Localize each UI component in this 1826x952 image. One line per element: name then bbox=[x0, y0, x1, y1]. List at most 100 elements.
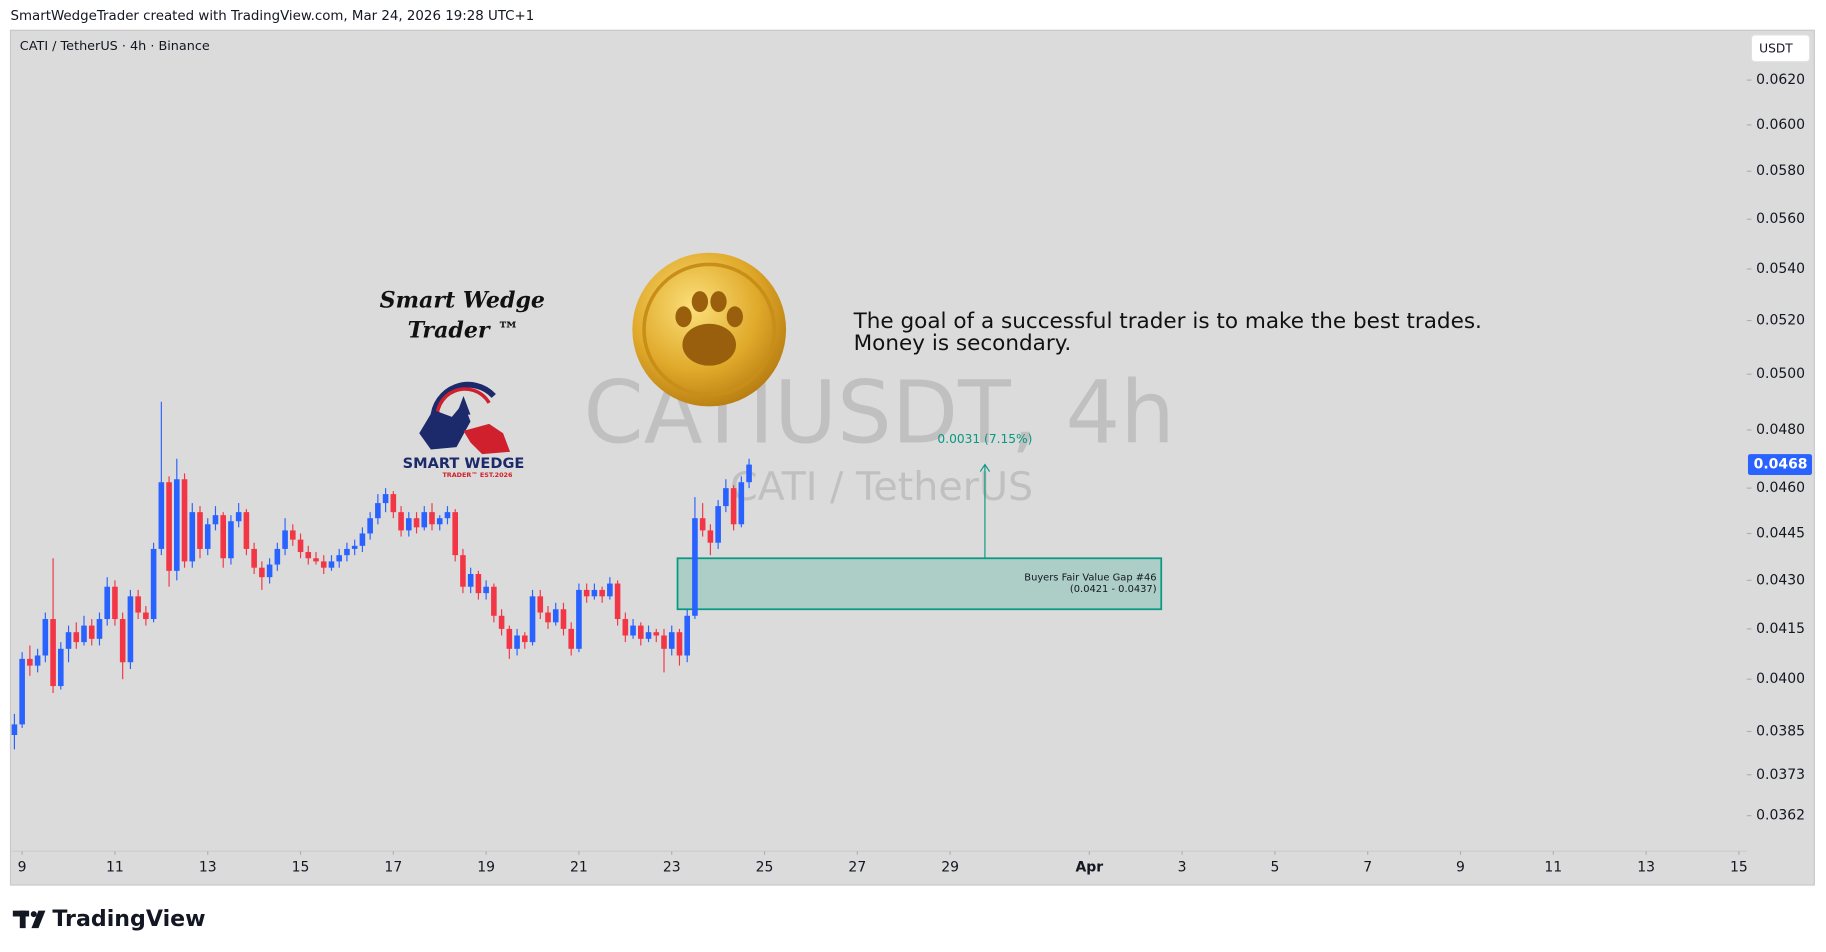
candle-body bbox=[375, 503, 381, 519]
candle-body bbox=[328, 561, 335, 568]
candle-body bbox=[42, 619, 49, 656]
candle-body bbox=[537, 596, 544, 613]
candle-body bbox=[119, 619, 126, 663]
candle-body bbox=[181, 479, 188, 562]
logo-script: Trader ™ bbox=[408, 318, 520, 344]
candle-body bbox=[583, 589, 590, 597]
candle-body bbox=[692, 518, 698, 616]
x-tick-label: 29 bbox=[941, 860, 959, 876]
candle-body bbox=[684, 615, 690, 656]
candle-body bbox=[344, 548, 350, 556]
candle-body bbox=[65, 632, 72, 649]
candle-body bbox=[506, 628, 513, 649]
tradingview-icon bbox=[12, 910, 46, 929]
y-tick-label: 0.0520 bbox=[1756, 313, 1805, 329]
candle-body bbox=[34, 655, 41, 666]
quote-line: Money is secondary. bbox=[854, 331, 1072, 356]
candle-body bbox=[158, 482, 165, 549]
candle-body bbox=[251, 548, 257, 568]
candle-body bbox=[266, 564, 273, 578]
candle-body bbox=[282, 530, 288, 549]
candle-body bbox=[421, 512, 428, 528]
header: SmartWedgeTrader created with TradingVie… bbox=[10, 9, 534, 24]
x-tick-label: 3 bbox=[1178, 860, 1187, 876]
candle-body bbox=[514, 635, 520, 649]
candle-body bbox=[81, 625, 87, 643]
candle-body bbox=[143, 612, 149, 620]
candle-body bbox=[460, 555, 466, 587]
candle-body bbox=[491, 586, 497, 616]
candle-body bbox=[398, 512, 404, 531]
fair-value-gap bbox=[676, 557, 1163, 611]
candle-body bbox=[436, 518, 443, 525]
candle-body bbox=[235, 512, 242, 522]
candle-body bbox=[274, 548, 281, 565]
y-tick-label: 0.0540 bbox=[1756, 261, 1805, 277]
y-tick-label: 0.0460 bbox=[1756, 480, 1805, 496]
x-tick-label: 23 bbox=[663, 860, 681, 876]
logo-brand: SMART WEDGE bbox=[403, 455, 525, 472]
candle-body bbox=[413, 518, 420, 528]
candle-body bbox=[730, 488, 737, 525]
candle-body bbox=[127, 596, 134, 663]
x-tick-label: 13 bbox=[199, 860, 217, 876]
candle-body bbox=[290, 530, 296, 540]
candle-body bbox=[166, 482, 172, 571]
candle-body bbox=[444, 512, 451, 519]
logo-emblem bbox=[419, 381, 511, 455]
y-tick-label: 0.0620 bbox=[1756, 72, 1805, 88]
candle-body bbox=[668, 632, 675, 649]
fvg-range: (0.0421 - 0.0437) bbox=[1070, 584, 1157, 595]
x-tick-label: 11 bbox=[106, 860, 124, 876]
candle-body bbox=[382, 494, 389, 504]
candle-body bbox=[197, 512, 203, 549]
candle-body bbox=[568, 628, 574, 649]
x-tick-label: 11 bbox=[1544, 860, 1562, 876]
x-tick-label: 25 bbox=[756, 860, 774, 876]
candle-body bbox=[336, 555, 342, 562]
candle-body bbox=[552, 609, 559, 623]
candle-body bbox=[661, 635, 667, 649]
candle-body bbox=[112, 586, 118, 620]
x-tick-label: 7 bbox=[1363, 860, 1372, 876]
last-price-label: 0.0468 bbox=[1754, 457, 1808, 473]
candle-body bbox=[406, 518, 412, 531]
candle-body bbox=[150, 548, 157, 620]
candle-body bbox=[19, 658, 25, 725]
candle-body bbox=[351, 545, 358, 549]
candle-body bbox=[630, 625, 636, 636]
candle-body bbox=[529, 596, 536, 643]
x-tick-label: 17 bbox=[384, 860, 402, 876]
candle-body bbox=[259, 567, 265, 578]
y-tick-label: 0.0580 bbox=[1756, 163, 1805, 179]
currency-box[interactable] bbox=[1750, 34, 1811, 63]
candle-body bbox=[483, 586, 489, 594]
quote-line: The goal of a successful trader is to ma… bbox=[853, 309, 1482, 334]
candle-body bbox=[599, 589, 605, 597]
candle-body bbox=[715, 506, 721, 543]
measure-label: 0.0031 (7.15%) bbox=[937, 432, 1032, 446]
y-tick-label: 0.0600 bbox=[1756, 117, 1805, 133]
candle-body bbox=[320, 561, 327, 568]
candle-body bbox=[359, 533, 366, 546]
candle-body bbox=[498, 615, 505, 629]
candle-body bbox=[228, 521, 234, 559]
last-price-marker bbox=[1747, 454, 1813, 476]
candle-body bbox=[204, 524, 211, 549]
candle-body bbox=[88, 625, 95, 639]
x-tick-label: 15 bbox=[1730, 860, 1748, 876]
candle-body bbox=[576, 589, 582, 649]
watermark-description: CATI / TetherUS bbox=[730, 464, 1033, 510]
y-tick-label: 0.0373 bbox=[1756, 767, 1805, 783]
y-tick-label: 0.0362 bbox=[1756, 808, 1805, 824]
candle-body bbox=[638, 625, 644, 639]
x-tick-label: 15 bbox=[292, 860, 310, 876]
candle-body bbox=[50, 619, 56, 687]
candle-body bbox=[313, 558, 319, 562]
candle-body bbox=[738, 482, 745, 525]
logo-script: Smart Wedge bbox=[380, 287, 545, 313]
candle-body bbox=[475, 574, 482, 594]
symbol-info: CATI / TetherUS · 4h · Binance bbox=[20, 39, 210, 54]
x-tick-label: 9 bbox=[1456, 860, 1465, 876]
y-tick-label: 0.0385 bbox=[1756, 723, 1805, 739]
